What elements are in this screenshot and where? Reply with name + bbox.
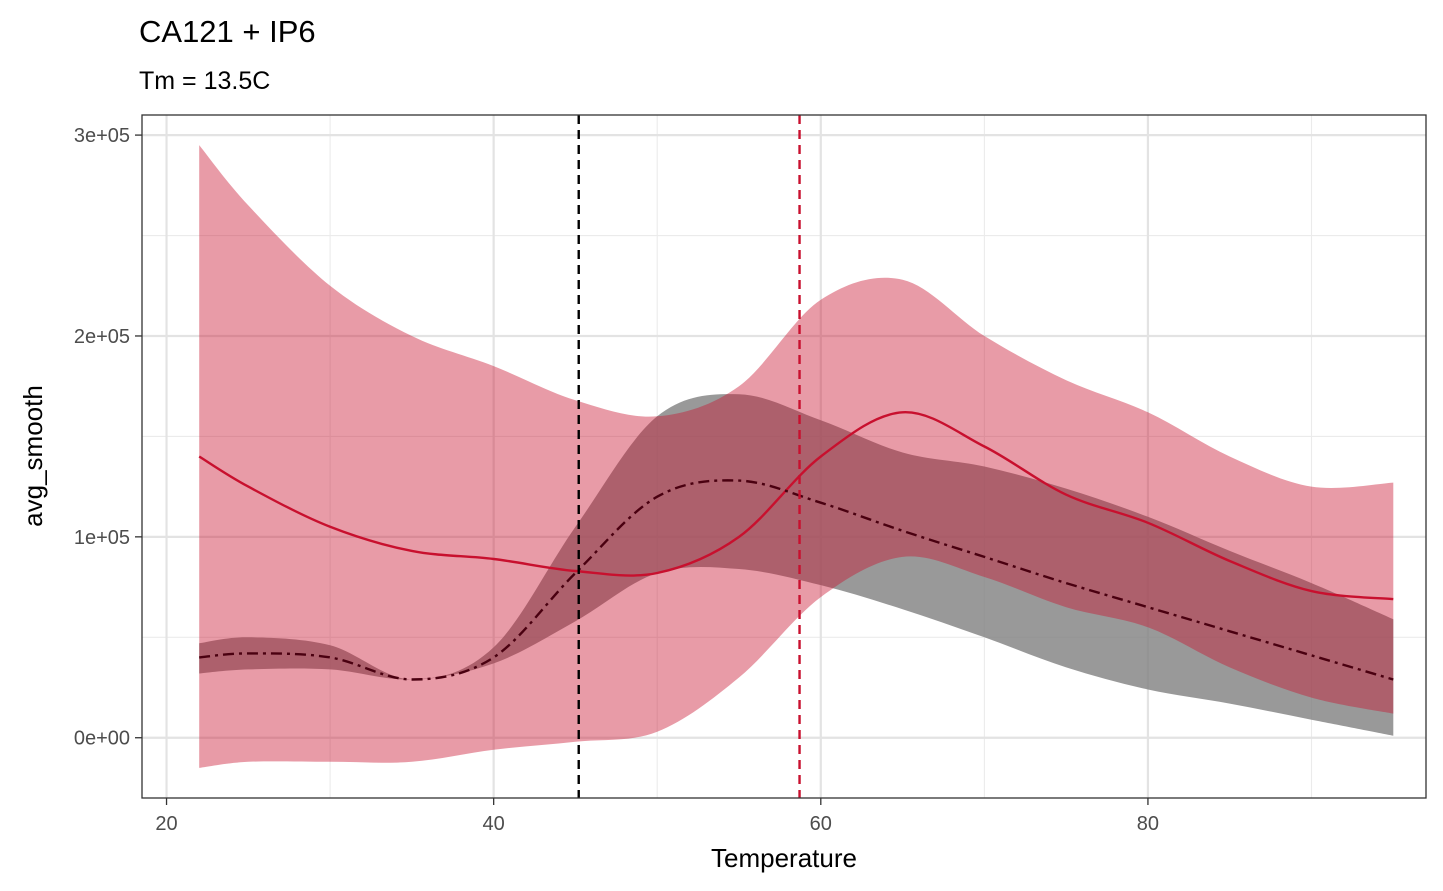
chart-title: CA121 + IP6	[139, 14, 316, 49]
x-tick-label: 60	[810, 813, 832, 835]
x-tick-label: 20	[155, 813, 177, 835]
y-tick-label: 0e+00	[74, 728, 130, 750]
y-tick-label: 3e+05	[74, 125, 130, 147]
y-tick-label: 1e+05	[74, 527, 130, 549]
vlines	[577, 115, 801, 798]
x-axis-title: Temperature	[711, 843, 857, 873]
chart-subtitle: Tm = 13.5C	[139, 67, 270, 95]
ribbons	[199, 145, 1394, 768]
y-axis-title: avg_smooth	[18, 385, 48, 527]
y-tick-label: 2e+05	[74, 326, 130, 348]
lines	[198, 411, 1394, 681]
series-line-1	[198, 411, 1394, 601]
x-tick-label: 80	[1137, 813, 1159, 835]
x-axis: 20 40 60 80	[155, 798, 1159, 835]
series-line-2	[199, 479, 1394, 681]
y-axis: 0e+00 1e+05 2e+05 3e+05	[74, 125, 142, 750]
confidence-ribbon-2	[199, 394, 1394, 736]
x-tick-label: 40	[483, 813, 505, 835]
confidence-ribbon-1	[199, 145, 1394, 768]
plot-border	[141, 114, 1427, 799]
